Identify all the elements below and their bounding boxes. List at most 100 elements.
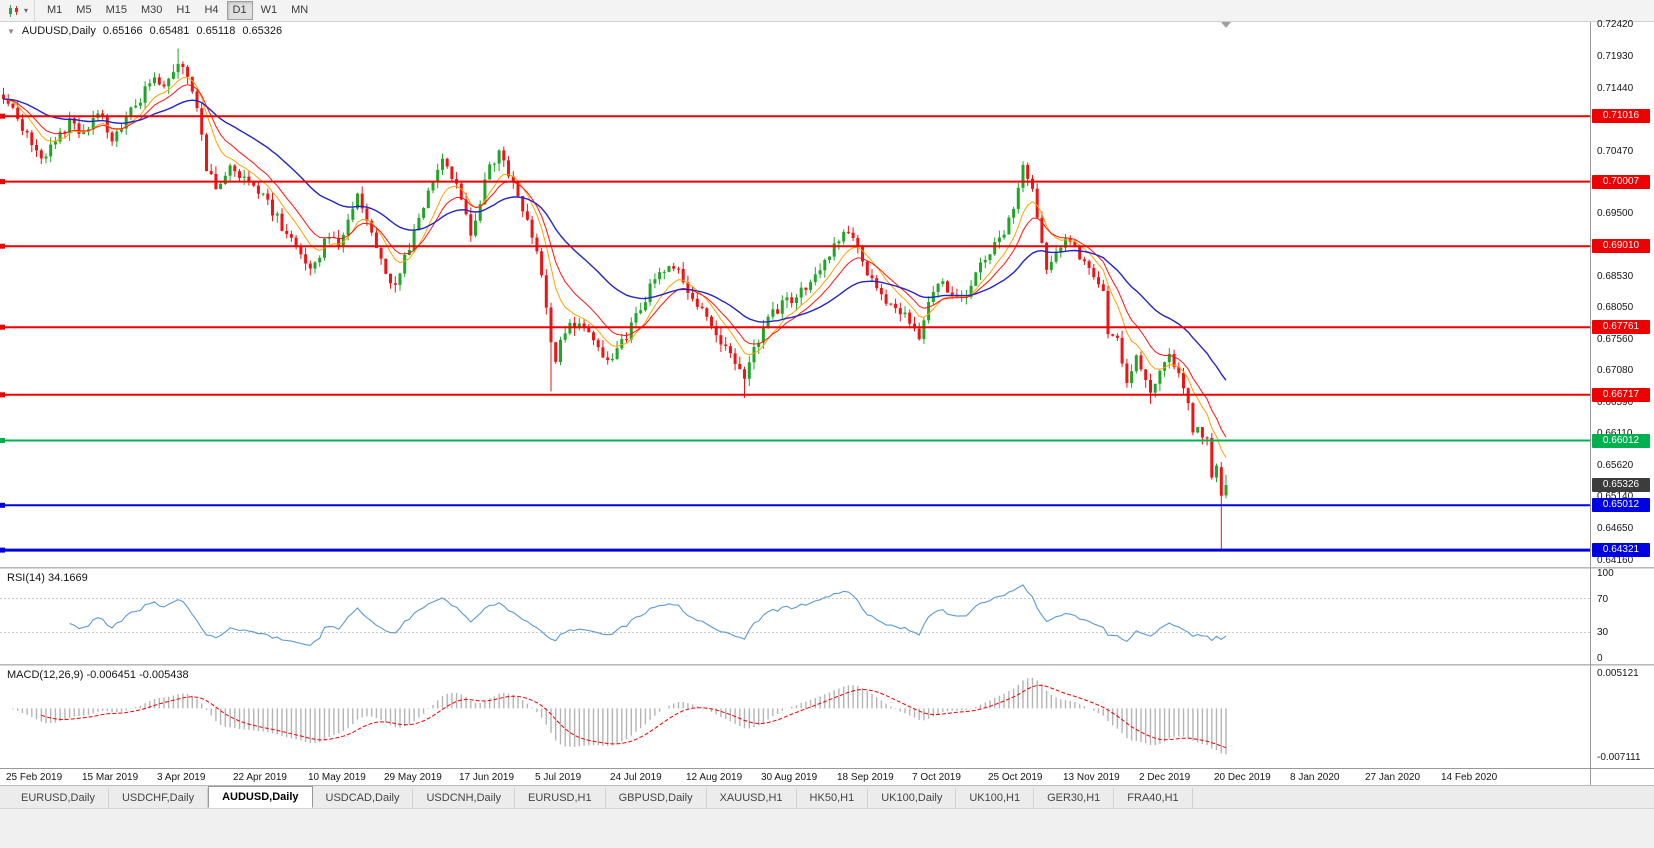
price-chart-pane[interactable]: ▼ AUDUSD,Daily 0.65166 0.65481 0.65118 0… xyxy=(0,19,1654,567)
chart-tabs-bar: EURUSD,Daily USDCHF,Daily AUDUSD,Daily USDC… xyxy=(0,785,1654,808)
chart-tab-eurusd-h1[interactable]: EURUSD,H1 xyxy=(515,788,606,808)
chart-tab-usdcnh-daily[interactable]: USDCNH,Daily xyxy=(413,788,516,808)
date-label: 3 Apr 2019 xyxy=(157,772,206,783)
line-price-label: 0.64321 xyxy=(1592,543,1650,557)
macd-canvas[interactable] xyxy=(0,666,1654,768)
date-label: 14 Feb 2020 xyxy=(1441,772,1498,783)
rsi-tick-label: 0 xyxy=(1597,653,1603,664)
line-price-label: 0.70007 xyxy=(1592,175,1650,189)
bid-price-label: 0.65326 xyxy=(1592,478,1650,492)
timeframe-button-mn[interactable]: MN xyxy=(291,3,309,16)
timeframe-button-h1[interactable]: H1 xyxy=(176,3,191,16)
macd-indicator-pane[interactable]: MACD(12,26,9) -0.006451 -0.005438 0.0051… xyxy=(0,666,1654,768)
timeframe-button-w1[interactable]: W1 xyxy=(260,3,278,16)
chart-type-tool[interactable]: ▾ xyxy=(5,0,36,21)
price-tick-label: 0.66590 xyxy=(1597,397,1634,408)
price-tick-label: 0.66110 xyxy=(1597,428,1632,439)
price-tick-label: 0.67560 xyxy=(1597,334,1634,345)
rsi-tick-label: 100 xyxy=(1597,568,1614,579)
price-tick-label: 0.71930 xyxy=(1597,51,1634,62)
date-label: 5 Jul 2019 xyxy=(535,772,582,783)
line-anchor-handle[interactable] xyxy=(0,547,5,553)
price-tick-label: 0.69500 xyxy=(1597,208,1634,219)
price-tick-label: 0.72420 xyxy=(1597,19,1634,30)
date-label: 12 Aug 2019 xyxy=(686,772,743,783)
line-price-label: 0.69010 xyxy=(1592,239,1650,253)
line-anchor-handle[interactable] xyxy=(0,438,5,443)
date-label: 20 Dec 2019 xyxy=(1214,772,1271,783)
timeframe-button-m5[interactable]: M5 xyxy=(76,3,92,16)
date-label: 10 May 2019 xyxy=(308,772,366,783)
chart-region: ▼ AUDUSD,Daily 0.65166 0.65481 0.65118 0… xyxy=(0,19,1654,785)
date-label: 30 Aug 2019 xyxy=(761,772,818,783)
macd-tick-label: 0.005121 xyxy=(1597,668,1639,679)
timeframe-button-d1[interactable]: D1 xyxy=(226,0,253,21)
price-tick-label: 0.65140 xyxy=(1597,491,1634,502)
date-label: 29 May 2019 xyxy=(384,772,442,783)
line-anchor-handle[interactable] xyxy=(0,243,5,249)
line-price-label: 0.66717 xyxy=(1592,388,1650,402)
ma-line-8 xyxy=(3,77,1227,458)
candlestick-canvas[interactable] xyxy=(0,22,1654,567)
rsi-tick-label: 70 xyxy=(1597,594,1609,605)
date-label: 8 Jan 2020 xyxy=(1290,772,1340,783)
line-price-label: 0.67761 xyxy=(1592,320,1650,334)
price-tick-label: 0.67080 xyxy=(1597,365,1634,376)
chart-tab-xauusd-h1[interactable]: XAUUSD,H1 xyxy=(707,788,797,808)
line-price-label: 0.71016 xyxy=(1592,109,1650,123)
chart-tab-gbpusd-daily[interactable]: GBPUSD,Daily xyxy=(606,788,707,808)
line-anchor-handle[interactable] xyxy=(0,392,5,398)
date-label: 24 Jul 2019 xyxy=(610,772,662,783)
rsi-canvas[interactable] xyxy=(0,569,1654,664)
macd-signal-line xyxy=(41,684,1227,749)
date-label: 27 Jan 2020 xyxy=(1365,772,1421,783)
rsi-tick-label: 30 xyxy=(1597,627,1609,638)
candlestick-chart-icon xyxy=(9,4,18,17)
line-anchor-handle[interactable] xyxy=(0,324,5,330)
chart-tab-hk50-h1[interactable]: HK50,H1 xyxy=(797,788,869,808)
date-label: 13 Nov 2019 xyxy=(1063,772,1120,783)
price-axis[interactable]: 0.724200.719300.714400.709600.704700.699… xyxy=(1590,19,1654,567)
timeframe-button-m15[interactable]: M15 xyxy=(105,3,127,16)
chart-tab-audusd-daily[interactable]: AUDUSD,Daily xyxy=(208,786,313,808)
chart-tab-uk100-h1[interactable]: UK100,H1 xyxy=(956,788,1035,808)
rsi-line xyxy=(69,584,1227,646)
date-label: 2 Dec 2019 xyxy=(1139,772,1191,783)
date-label: 15 Mar 2019 xyxy=(82,772,139,783)
price-tick-label: 0.68530 xyxy=(1597,271,1634,282)
chart-tab-fra40-h1[interactable]: FRA40,H1 xyxy=(1114,788,1193,808)
line-anchor-handle[interactable] xyxy=(0,179,5,185)
ma-line-13 xyxy=(3,84,1227,438)
chart-tab-usdchf-daily[interactable]: USDCHF,Daily xyxy=(109,788,209,808)
macd-axis[interactable]: 0.005121 -0.007111 xyxy=(1590,666,1654,768)
rsi-indicator-pane[interactable]: RSI(14) 34.1669 100 70 30 0 xyxy=(0,568,1654,664)
date-label: 18 Sep 2019 xyxy=(837,772,894,783)
price-tick-label: 0.65620 xyxy=(1597,460,1634,471)
time-axis[interactable]: 25 Feb 2019 15 Mar 2019 3 Apr 2019 22 Apr 2… xyxy=(0,768,1654,785)
dropdown-caret-icon: ▾ xyxy=(24,5,29,15)
date-label: 25 Oct 2019 xyxy=(988,772,1043,783)
chart-shift-marker[interactable] xyxy=(1221,22,1231,28)
date-label: 22 Apr 2019 xyxy=(233,772,287,783)
macd-tick-label: -0.007111 xyxy=(1597,752,1641,763)
date-label: 25 Feb 2019 xyxy=(6,772,63,783)
rsi-axis[interactable]: 100 70 30 0 xyxy=(1590,568,1654,664)
price-tick-label: 0.68050 xyxy=(1597,302,1634,313)
timeframe-button-m1[interactable]: M1 xyxy=(47,3,63,16)
chart-tab-eurusd-daily[interactable]: EURUSD,Daily xyxy=(8,788,109,808)
pane-splitter[interactable] xyxy=(0,664,1654,666)
price-tick-label: 0.71440 xyxy=(1597,83,1634,94)
chart-tab-usdcad-daily[interactable]: USDCAD,Daily xyxy=(313,788,414,808)
line-anchor-handle[interactable] xyxy=(0,502,5,508)
pane-splitter[interactable] xyxy=(0,567,1654,569)
line-anchor-handle[interactable] xyxy=(0,113,5,119)
ma-line-34 xyxy=(3,98,1227,381)
line-price-label: 0.66012 xyxy=(1592,434,1650,448)
timeframe-button-m30[interactable]: M30 xyxy=(140,3,163,16)
date-label: 17 Jun 2019 xyxy=(459,772,515,783)
price-tick-label: 0.70470 xyxy=(1597,146,1634,157)
chart-tab-uk100-daily[interactable]: UK100,Daily xyxy=(868,788,957,808)
timeframe-button-h4[interactable]: H4 xyxy=(204,3,219,16)
chart-tab-ger30-h1[interactable]: GER30,H1 xyxy=(1034,788,1115,808)
